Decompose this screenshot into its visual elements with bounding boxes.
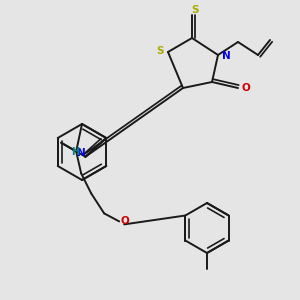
Text: N: N [222, 51, 230, 61]
Text: O: O [242, 83, 250, 93]
Text: S: S [156, 46, 164, 56]
Text: N: N [77, 148, 85, 158]
Text: O: O [121, 216, 130, 226]
Text: H: H [71, 147, 80, 157]
Text: S: S [191, 5, 199, 15]
